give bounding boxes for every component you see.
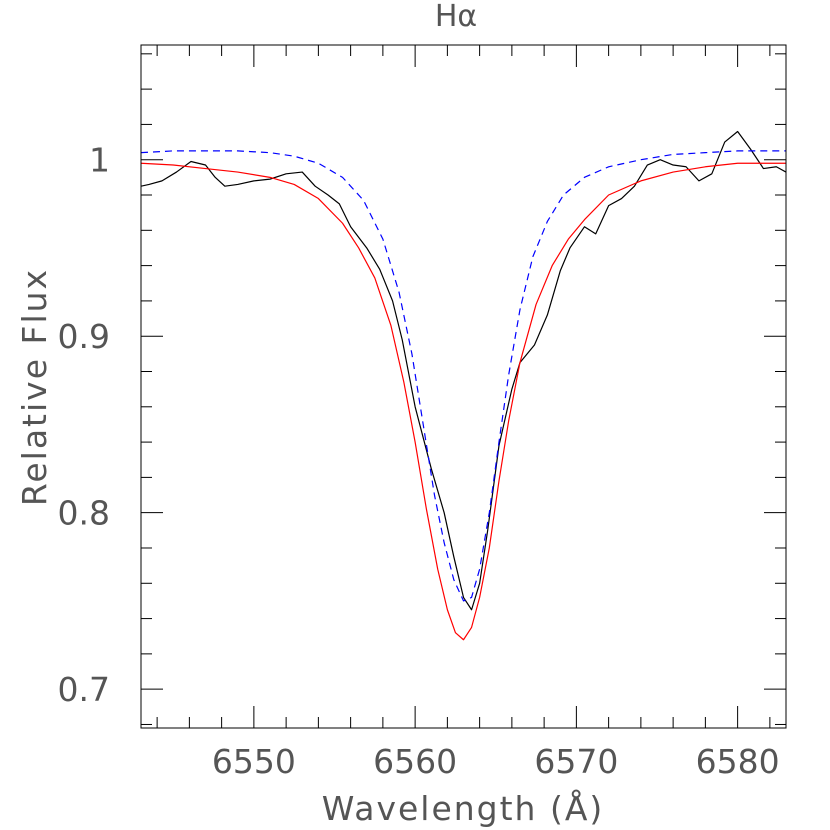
y-axis-label: Relative Flux <box>15 268 54 506</box>
x-tick-label: 6570 <box>534 742 618 781</box>
y-tick-label: 0.8 <box>58 494 110 533</box>
x-tick-label: 6580 <box>696 742 780 781</box>
y-tick-label: 0.9 <box>58 317 110 356</box>
y-tick-label: 0.7 <box>58 670 110 709</box>
tick-labels: 6550 6560 6570 6580 0.7 0.8 0.9 1 <box>58 141 780 781</box>
model-fit-blue-dashed-line <box>141 150 786 602</box>
plot-frame <box>140 44 787 729</box>
axis-ticks <box>141 45 786 728</box>
y-tick-label: 1 <box>89 141 110 180</box>
x-tick-label: 6550 <box>212 742 296 781</box>
chart-title: Hα <box>435 0 477 34</box>
x-tick-label: 6560 <box>373 742 457 781</box>
series-group <box>141 130 786 641</box>
x-axis-label: Wavelength (Å) <box>322 788 605 828</box>
observed-spectrum-line <box>141 130 786 611</box>
model-fit-red-line <box>141 162 786 641</box>
